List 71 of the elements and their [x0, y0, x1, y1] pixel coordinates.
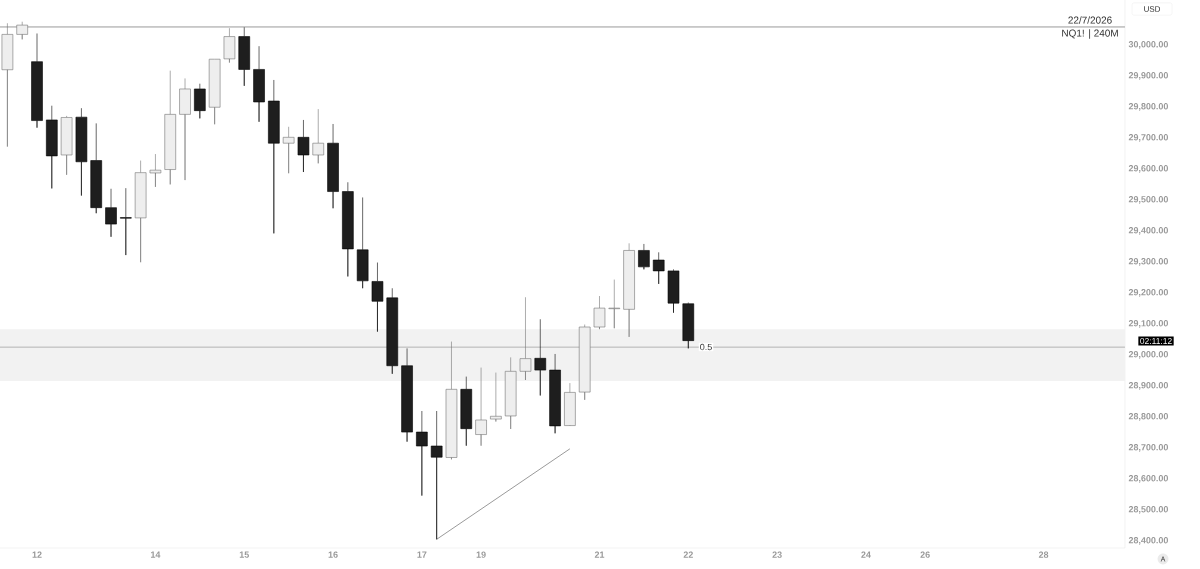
y-tick-label: 29,800.00: [1128, 103, 1169, 111]
candlestick: [134, 160, 147, 263]
x-tick-label: 22: [683, 551, 693, 558]
annotation: NQ1! | 240M: [1062, 29, 1118, 39]
candlestick: [342, 181, 354, 277]
candlestick: [16, 21, 28, 40]
candlestick: [460, 376, 473, 447]
annotation: 0.5: [700, 343, 712, 351]
y-tick-label: 28,800.00: [1128, 413, 1169, 421]
x-tick-label: 21: [594, 551, 605, 558]
candlestick: [682, 302, 695, 349]
y-tick-label: 28,700.00: [1128, 444, 1169, 452]
candlestick: [105, 188, 117, 238]
candlestick: [430, 410, 443, 540]
candlestick: [268, 79, 280, 234]
y-tick-label: 29,500.00: [1128, 196, 1169, 204]
candlestick: [75, 107, 88, 196]
x-tick-label: 15: [239, 551, 249, 558]
annotation: 22/7/2026: [1068, 16, 1112, 24]
candlestick: [120, 187, 132, 256]
candlestick: [401, 348, 413, 442]
x-tick-label: 12: [32, 551, 42, 558]
candlestick: [356, 197, 369, 289]
x-tick-label: 14: [151, 551, 161, 558]
candlestick: [312, 108, 325, 164]
y-tick-label: 28,400.00: [1128, 537, 1169, 545]
candlestick: [282, 126, 295, 174]
y-tick-label: 28,900.00: [1128, 382, 1169, 390]
x-tick-label: 17: [417, 551, 427, 558]
x-tick-label: 26: [920, 551, 930, 558]
candlestick: [638, 243, 650, 270]
candlestick: [297, 119, 310, 173]
y-tick-label: 28,500.00: [1128, 506, 1169, 514]
candlestick: [327, 123, 339, 209]
y-tick-label: 29,100.00: [1128, 320, 1169, 328]
candlestick: [238, 26, 251, 87]
x-tick-label: 19: [476, 551, 486, 558]
x-tick-label: 23: [772, 551, 782, 558]
x-tick-label: 28: [1038, 551, 1049, 558]
y-tick-label: 28,600.00: [1128, 475, 1169, 483]
candlestick: [564, 382, 576, 427]
y-tick-label: 29,900.00: [1128, 72, 1169, 80]
y-tick-label: 29,300.00: [1128, 258, 1169, 266]
candlestick: [1, 22, 14, 147]
candlestick: [90, 123, 102, 214]
candlestick: [179, 78, 191, 181]
candlestick: [549, 353, 561, 434]
candlestick: [31, 33, 43, 128]
candlestick: [534, 318, 547, 396]
candlestick: [253, 45, 265, 123]
candlestick: [60, 115, 73, 176]
y-tick-label: 29,400.00: [1128, 227, 1169, 235]
candlestick: [416, 410, 428, 496]
x-tick-label: 16: [328, 551, 338, 558]
candlestick: [223, 27, 236, 63]
candlestick: [386, 287, 399, 375]
y-tick-label: 29,200.00: [1128, 289, 1169, 297]
y-tick-label: 29,000.00: [1128, 351, 1169, 359]
candlestick: [194, 83, 206, 119]
candlestick: [164, 70, 176, 185]
y-tick-label: 29,700.00: [1128, 134, 1169, 142]
candlestick: [46, 105, 58, 189]
x-tick-label: 24: [861, 551, 871, 558]
y-tick-label: 29,600.00: [1128, 165, 1169, 173]
candlestick: [149, 153, 162, 188]
candlestick: [208, 58, 221, 125]
text: 02:11:12: [1140, 338, 1172, 344]
candlestick: [371, 262, 384, 332]
candlestick: [667, 269, 680, 314]
candlestick: [652, 252, 665, 285]
y-tick-label: 30,000.00: [1128, 41, 1169, 49]
